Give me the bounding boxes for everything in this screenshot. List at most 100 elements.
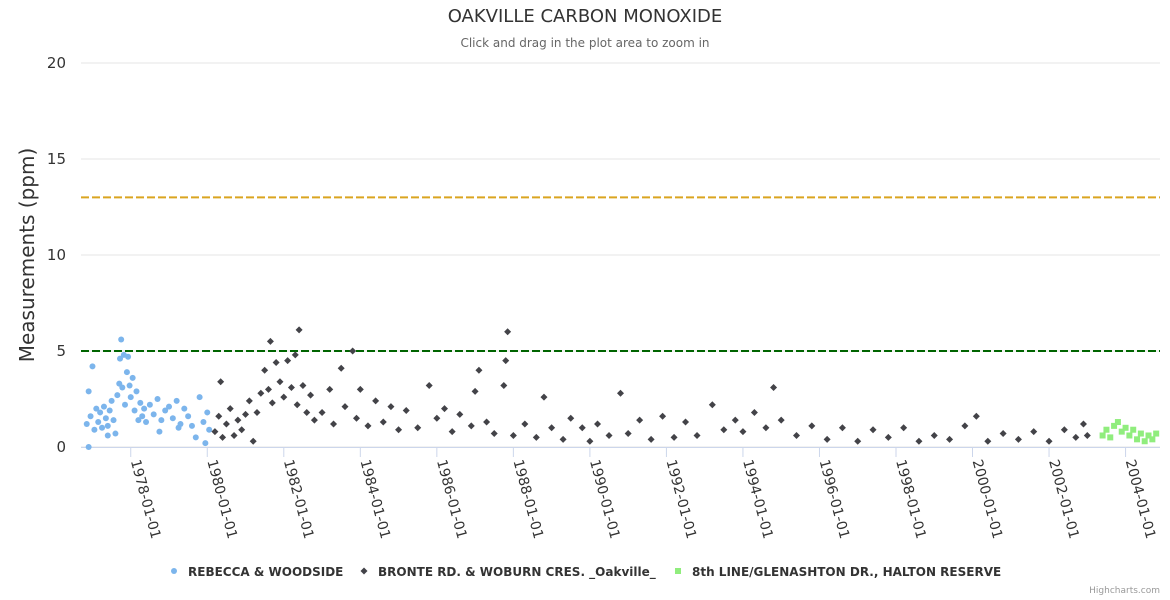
data-point[interactable] <box>104 432 111 439</box>
data-point[interactable] <box>110 417 117 424</box>
data-point[interactable] <box>682 418 690 426</box>
data-point[interactable] <box>91 426 98 433</box>
data-point[interactable] <box>200 419 207 426</box>
data-point[interactable] <box>217 378 225 386</box>
data-point[interactable] <box>1079 420 1087 428</box>
data-point[interactable] <box>83 420 90 427</box>
data-point[interactable] <box>215 412 223 420</box>
credits-link[interactable]: Highcharts.com <box>1089 586 1160 596</box>
data-point[interactable] <box>521 420 529 428</box>
legend-item-2[interactable]: BRONTE RD. & WOBURN CRES. _Oakville_ <box>360 565 656 580</box>
data-point[interactable] <box>387 403 395 411</box>
data-point[interactable] <box>249 437 257 445</box>
data-point[interactable] <box>414 424 422 432</box>
data-point[interactable] <box>291 351 299 359</box>
data-point[interactable] <box>280 393 288 401</box>
data-point[interactable] <box>1130 426 1137 433</box>
data-point[interactable] <box>95 419 102 426</box>
data-point[interactable] <box>141 405 148 412</box>
data-point[interactable] <box>999 430 1007 438</box>
data-point[interactable] <box>226 405 234 413</box>
data-point[interactable] <box>154 396 161 402</box>
data-point[interactable] <box>85 444 92 450</box>
data-point[interactable] <box>268 399 276 407</box>
data-point[interactable] <box>295 326 303 334</box>
data-point[interactable] <box>326 385 334 393</box>
data-point[interactable] <box>915 437 923 445</box>
data-point[interactable] <box>930 431 938 439</box>
data-point[interactable] <box>440 405 448 413</box>
data-point[interactable] <box>731 416 739 424</box>
data-point[interactable] <box>884 433 892 441</box>
data-point[interactable] <box>234 416 242 424</box>
data-point[interactable] <box>372 397 380 405</box>
data-point[interactable] <box>242 410 250 418</box>
data-point[interactable] <box>206 426 213 433</box>
data-point[interactable] <box>287 383 295 391</box>
data-point[interactable] <box>1014 435 1022 443</box>
data-point[interactable] <box>93 405 100 412</box>
data-point[interactable] <box>823 435 831 443</box>
data-point[interactable] <box>617 389 624 397</box>
data-point[interactable] <box>502 357 510 365</box>
data-point[interactable] <box>490 430 498 438</box>
data-point[interactable] <box>352 414 360 422</box>
data-point[interactable] <box>85 388 92 395</box>
data-point[interactable] <box>222 420 230 428</box>
data-point[interactable] <box>900 424 908 432</box>
data-point[interactable] <box>135 417 142 424</box>
data-point[interactable] <box>204 409 211 416</box>
data-point[interactable] <box>266 337 274 345</box>
data-point[interactable] <box>131 407 138 414</box>
data-point[interactable] <box>192 434 199 441</box>
data-point[interactable] <box>1083 431 1091 439</box>
data-point[interactable] <box>106 407 113 414</box>
data-point[interactable] <box>264 385 272 393</box>
data-point[interactable] <box>118 336 125 343</box>
data-point[interactable] <box>869 426 877 434</box>
data-point[interactable] <box>166 403 173 410</box>
data-point[interactable] <box>1107 434 1114 441</box>
data-point[interactable] <box>123 369 130 376</box>
data-point[interactable] <box>456 410 464 418</box>
data-point[interactable] <box>379 418 387 426</box>
data-point[interactable] <box>808 422 816 430</box>
data-point[interactable] <box>793 431 801 439</box>
data-point[interactable] <box>303 408 311 416</box>
data-point[interactable] <box>1149 436 1156 443</box>
data-point[interactable] <box>1072 433 1080 441</box>
data-point[interactable] <box>1111 422 1118 429</box>
data-point[interactable] <box>126 382 133 389</box>
data-point[interactable] <box>467 422 475 430</box>
data-point[interactable] <box>1103 426 1110 433</box>
data-point[interactable] <box>1145 432 1152 439</box>
data-point[interactable] <box>307 391 315 399</box>
data-point[interactable] <box>504 328 512 336</box>
data-point[interactable] <box>586 437 594 445</box>
data-point[interactable] <box>483 418 491 426</box>
data-point[interactable] <box>261 366 269 374</box>
data-point[interactable] <box>158 417 165 424</box>
data-point[interactable] <box>230 431 238 439</box>
data-point[interactable] <box>150 411 157 418</box>
data-point[interactable] <box>169 415 176 422</box>
data-point[interactable] <box>532 433 540 441</box>
data-point[interactable] <box>1099 432 1106 439</box>
data-point[interactable] <box>196 394 203 401</box>
data-point[interactable] <box>114 392 121 399</box>
data-point[interactable] <box>1030 428 1038 436</box>
data-point[interactable] <box>854 437 862 445</box>
data-point[interactable] <box>1045 437 1053 445</box>
data-point[interactable] <box>181 405 188 412</box>
data-point[interactable] <box>276 378 284 386</box>
data-point[interactable] <box>143 419 150 426</box>
data-point[interactable] <box>89 363 96 370</box>
data-point[interactable] <box>1134 436 1141 443</box>
data-point[interactable] <box>693 431 701 439</box>
data-point[interactable] <box>659 412 667 420</box>
data-point[interactable] <box>670 433 678 441</box>
data-point[interactable] <box>129 374 136 381</box>
data-point[interactable] <box>284 357 292 365</box>
data-point[interactable] <box>318 408 326 416</box>
data-point[interactable] <box>647 435 655 443</box>
